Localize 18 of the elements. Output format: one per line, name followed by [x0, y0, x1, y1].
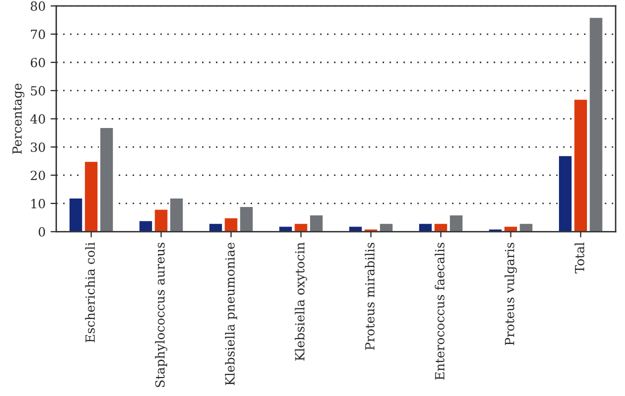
x-tick-label: Proteus vulgaris — [504, 242, 517, 346]
y-tick-label: 60 — [30, 58, 46, 68]
y-tick-label: 30 — [30, 142, 46, 152]
y-tick-label: 20 — [30, 170, 46, 180]
y-tick-label: 0 — [38, 227, 46, 237]
y-tick-label: 70 — [30, 30, 46, 40]
y-tick-label: 50 — [30, 86, 46, 96]
x-tick-label: Klebsiella oxytocin — [294, 242, 308, 361]
x-tick-label: Enterococcus faecalis — [434, 242, 444, 380]
y-tick-label: 40 — [30, 114, 46, 124]
y-axis-title: Percentage — [12, 84, 24, 154]
y-tick-label: 80 — [30, 1, 46, 11]
x-tick-label: Proteus mirabilis — [364, 242, 375, 350]
x-tick-label: Staphylococcus aureus — [154, 242, 168, 388]
x-tick-label: Klebsiella pneumoniae — [225, 242, 238, 386]
x-tick-label: Escherichia coli — [85, 242, 95, 342]
x-tick-label: Total — [574, 242, 584, 274]
y-tick-label: 10 — [31, 198, 46, 208]
